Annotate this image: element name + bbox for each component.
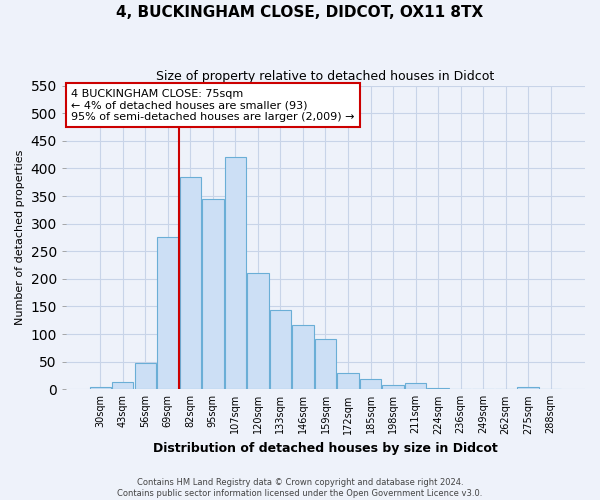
- Bar: [89, 386, 111, 390]
- Bar: [179, 176, 201, 390]
- Bar: [360, 379, 381, 390]
- Text: 4, BUCKINGHAM CLOSE, DIDCOT, OX11 8TX: 4, BUCKINGHAM CLOSE, DIDCOT, OX11 8TX: [116, 5, 484, 20]
- Bar: [450, 389, 472, 390]
- X-axis label: Distribution of detached houses by size in Didcot: Distribution of detached houses by size …: [153, 442, 498, 455]
- Bar: [405, 383, 426, 390]
- Bar: [337, 372, 359, 390]
- Bar: [157, 238, 179, 390]
- Bar: [112, 382, 133, 390]
- Bar: [517, 387, 539, 390]
- Bar: [224, 158, 246, 390]
- Bar: [247, 274, 269, 390]
- Bar: [202, 199, 224, 390]
- Y-axis label: Number of detached properties: Number of detached properties: [15, 150, 25, 325]
- Bar: [134, 363, 156, 390]
- Title: Size of property relative to detached houses in Didcot: Size of property relative to detached ho…: [157, 70, 494, 83]
- Text: Contains HM Land Registry data © Crown copyright and database right 2024.
Contai: Contains HM Land Registry data © Crown c…: [118, 478, 482, 498]
- Bar: [315, 339, 336, 390]
- Bar: [292, 325, 314, 390]
- Bar: [427, 388, 449, 390]
- Bar: [270, 310, 291, 390]
- Text: 4 BUCKINGHAM CLOSE: 75sqm
← 4% of detached houses are smaller (93)
95% of semi-d: 4 BUCKINGHAM CLOSE: 75sqm ← 4% of detach…: [71, 88, 355, 122]
- Bar: [382, 386, 404, 390]
